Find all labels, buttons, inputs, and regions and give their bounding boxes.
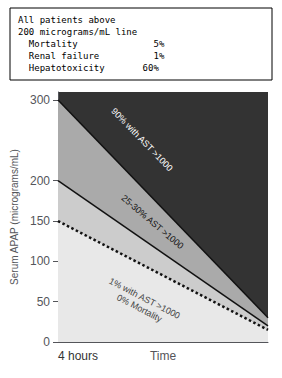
svg-text:Hepatotoxicity 60%: Hepatotoxicity 60% [18, 63, 159, 73]
svg-text:4 hours: 4 hours [58, 349, 98, 363]
svg-text:100: 100 [30, 254, 50, 268]
svg-text:300: 300 [30, 93, 50, 107]
svg-text:25-30% AST >1000: 25-30% AST >1000 [120, 193, 186, 251]
svg-text:0% Mortality: 0% Mortality [115, 292, 164, 324]
svg-text:Renal failure 1%: Renal failure 1% [18, 51, 165, 61]
svg-text:200: 200 [30, 174, 50, 188]
svg-text:50: 50 [37, 295, 51, 309]
svg-text:All patients above: All patients above [18, 15, 116, 25]
svg-text:0: 0 [43, 335, 50, 349]
svg-text:Serum APAP (micrograms/mL): Serum APAP (micrograms/mL) [9, 149, 20, 285]
svg-text:90% with AST >1000: 90% with AST >1000 [109, 106, 174, 173]
svg-text:Mortality 5%: Mortality 5% [18, 39, 165, 49]
svg-text:150: 150 [30, 214, 50, 228]
svg-text:1% with AST >1000: 1% with AST >1000 [107, 275, 182, 321]
svg-text:Time: Time [150, 349, 177, 363]
svg-text:200 micrograms/mL line: 200 micrograms/mL line [18, 27, 137, 37]
